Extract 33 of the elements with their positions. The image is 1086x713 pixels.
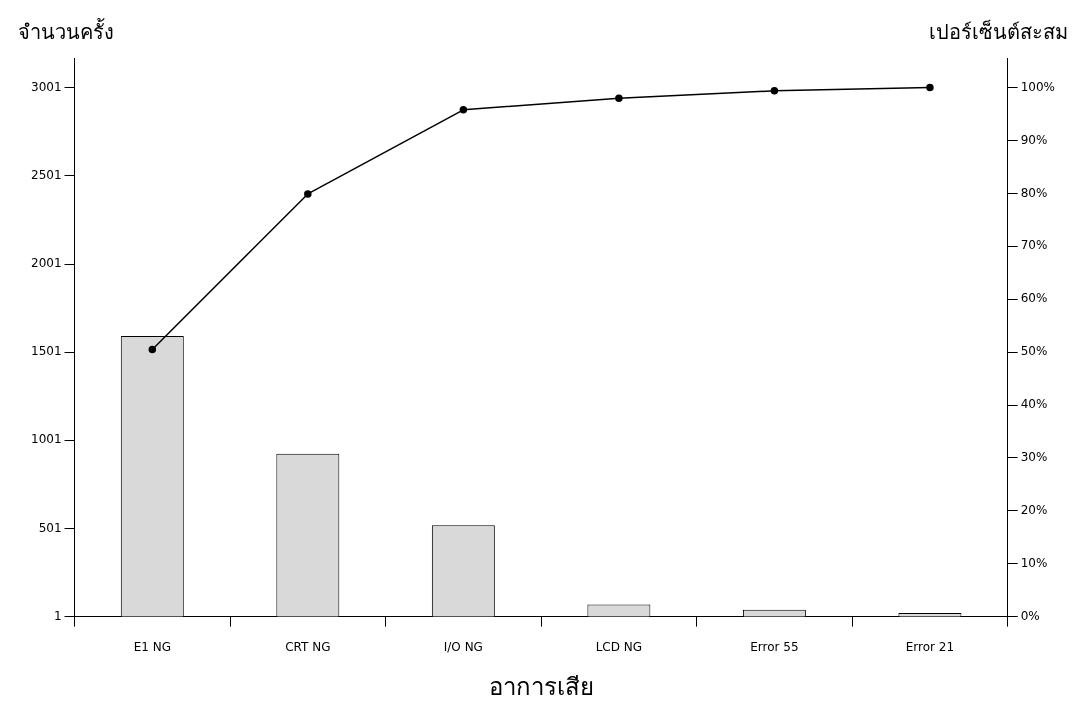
y2-tick-label: 40%: [1020, 397, 1048, 412]
y2-tick-label: 80%: [1020, 185, 1048, 200]
y2-tick-label: 0%: [1020, 608, 1040, 623]
y-tick-label: 2001: [30, 256, 62, 271]
y-tick-label: 3001: [30, 79, 62, 94]
point: [459, 106, 468, 114]
y2-tick-label: 70%: [1020, 238, 1048, 253]
x-tick-label: Error 21: [905, 639, 955, 654]
x-tick-label: E1 NG: [133, 639, 171, 654]
y2-tick-label: 30%: [1020, 450, 1048, 465]
y-tick-label: 2501: [30, 168, 62, 183]
point: [615, 94, 623, 102]
x-tick-label: CRT NG: [285, 639, 331, 654]
point: [304, 190, 312, 198]
y-tick-label: 1501: [30, 344, 62, 359]
y2-axis-title: เปอร์เซ็นต์สะสม: [929, 19, 1068, 45]
x-tick-label: Error 55: [750, 639, 799, 654]
y2-tick-label: 90%: [1020, 132, 1048, 147]
y-tick-label: 1001: [30, 432, 62, 447]
y-tick-label: 1: [53, 608, 62, 623]
x-axis-title: อาการเสีย: [488, 673, 594, 702]
y-axis-title: จำนวนครั้ง: [18, 18, 114, 45]
y2-tick-label: 50%: [1020, 344, 1048, 359]
y2-tick-label: 10%: [1020, 555, 1048, 570]
point: [926, 83, 934, 92]
point: [770, 87, 779, 95]
y2-tick-label: 20%: [1020, 502, 1048, 517]
x-tick-label: LCD NG: [595, 639, 643, 654]
y2-tick-label: 60%: [1020, 291, 1048, 306]
y-tick-label: 501: [38, 520, 62, 535]
y2-tick-label: 100%: [1020, 79, 1056, 94]
point: [148, 345, 157, 354]
x-tick-label: I/O NG: [443, 639, 483, 654]
